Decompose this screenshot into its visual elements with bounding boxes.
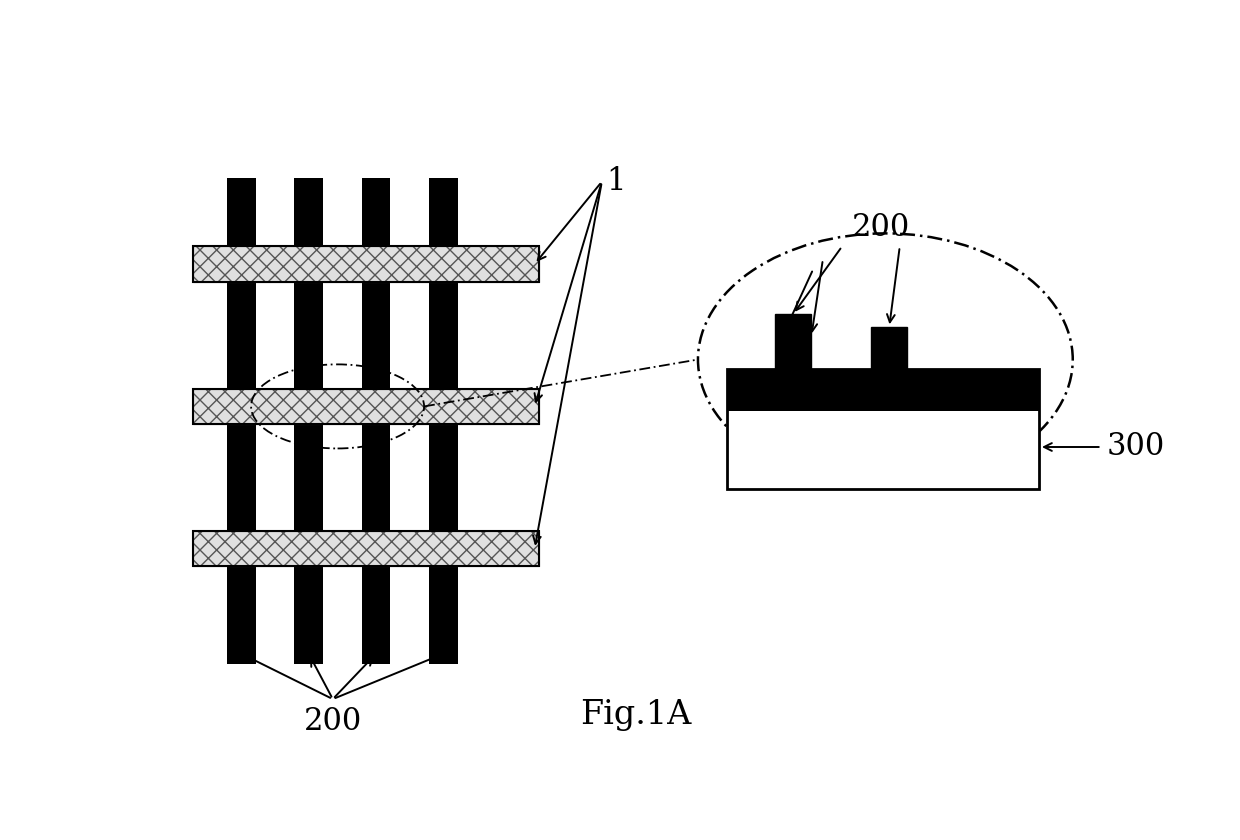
Bar xyxy=(193,389,539,424)
Bar xyxy=(193,246,539,282)
Bar xyxy=(727,370,1039,489)
Bar xyxy=(193,531,539,566)
Text: 200: 200 xyxy=(852,212,910,243)
Text: Fig.1A: Fig.1A xyxy=(580,699,691,732)
Bar xyxy=(727,370,1039,412)
Bar xyxy=(193,246,539,282)
Bar xyxy=(429,178,458,664)
Text: 200: 200 xyxy=(304,706,362,737)
Bar xyxy=(227,178,255,664)
Bar xyxy=(775,314,811,370)
Text: 1: 1 xyxy=(606,166,626,197)
Bar xyxy=(294,178,324,664)
Text: 300: 300 xyxy=(1106,432,1164,463)
Bar xyxy=(727,370,1039,489)
Bar xyxy=(193,531,539,566)
Bar xyxy=(193,531,539,566)
Bar xyxy=(193,389,539,424)
Bar xyxy=(362,178,391,664)
Bar xyxy=(193,246,539,282)
Bar xyxy=(193,389,539,424)
Bar xyxy=(870,328,908,370)
Ellipse shape xyxy=(698,234,1073,486)
